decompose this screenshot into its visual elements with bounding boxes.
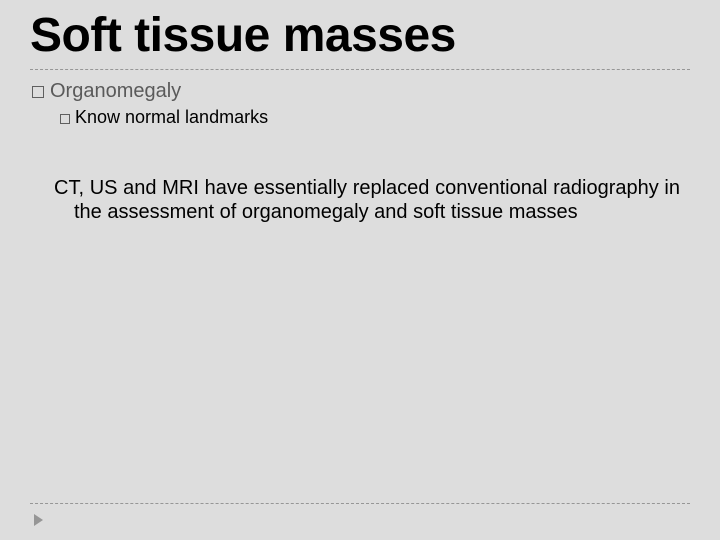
bullet-level2-text: Know normal landmarks [75, 107, 268, 128]
bullet-level2: Know normal landmarks [60, 107, 690, 128]
slide: Soft tissue masses Organomegaly Know nor… [0, 0, 720, 540]
square-bullet-small-icon [60, 114, 70, 124]
divider-bottom [30, 503, 690, 504]
slide-title: Soft tissue masses [30, 8, 690, 63]
bullet-level1: Organomegaly [32, 80, 690, 103]
body-paragraph-text: CT, US and MRI have essentially replaced… [54, 176, 680, 224]
content-area: Organomegaly Know normal landmarks CT, U… [30, 80, 690, 224]
divider-top [30, 69, 690, 70]
square-bullet-icon [32, 86, 44, 98]
body-paragraph: CT, US and MRI have essentially replaced… [54, 176, 680, 224]
triangle-right-icon [34, 514, 43, 526]
bullet-level1-text: Organomegaly [50, 80, 181, 103]
